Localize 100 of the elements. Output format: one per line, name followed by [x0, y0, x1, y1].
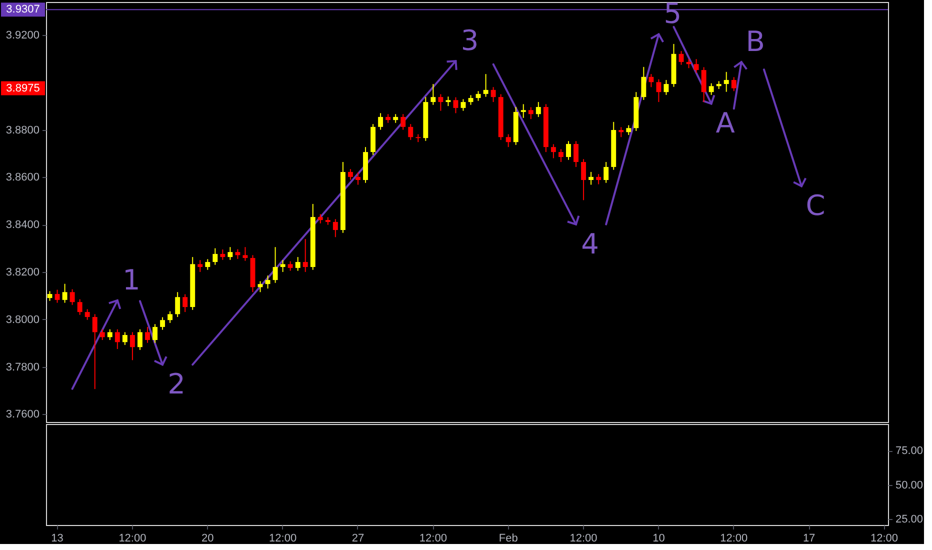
candlestick: [235, 248, 240, 260]
candlestick: [265, 275, 270, 290]
y-tick-label: 3.8200: [6, 266, 40, 278]
candlestick: [160, 316, 166, 330]
annotation: 3.8975: [6, 82, 40, 94]
candlestick: [130, 332, 135, 361]
candlestick: [356, 172, 360, 186]
candlestick: [438, 94, 444, 112]
candlestick: [198, 260, 203, 272]
candlestick: [168, 310, 173, 324]
candlestick: [182, 294, 188, 313]
candlestick: [476, 90, 481, 102]
y-tick-label: 3.7600: [6, 408, 40, 421]
candlestick: [604, 161, 609, 184]
annotation: C: [806, 189, 826, 222]
candlestick: [453, 96, 458, 114]
candlestick: [664, 79, 669, 96]
candlestick: [288, 260, 293, 272]
x-tick-label: 27: [352, 532, 364, 544]
annotation: B: [746, 24, 766, 58]
candlestick: [550, 144, 556, 159]
y-tick-label: 3.8800: [6, 124, 40, 136]
annotation: 3: [460, 24, 479, 58]
x-tick-label: Feb: [498, 532, 518, 544]
x-tick-label: 20: [202, 532, 214, 544]
candlestick: [107, 328, 112, 340]
annotation: A: [716, 106, 735, 140]
candlestick: [400, 114, 406, 130]
candlestick: [152, 324, 158, 344]
candlestick: [145, 326, 150, 344]
candlestick: [205, 258, 210, 270]
annotation: 2: [168, 368, 186, 401]
candlestick: [641, 66, 646, 100]
x-tick-label: 12:00: [870, 532, 898, 544]
candlestick: [536, 102, 541, 118]
candlestick: [430, 84, 436, 106]
candlestick: [302, 238, 308, 272]
candlestick: [678, 50, 684, 66]
y-tick-label: 3.9200: [6, 29, 40, 42]
candlestick: [686, 58, 692, 69]
candlestick: [596, 174, 602, 185]
x-tick-label: 10: [652, 532, 665, 544]
candlestick: [280, 260, 286, 272]
candlestick: [100, 328, 105, 340]
candlestick: [242, 246, 248, 262]
candlestick: [724, 71, 729, 92]
candlestick: [122, 332, 128, 346]
candlestick: [272, 246, 278, 284]
candlestick: [701, 66, 706, 103]
candlestick: [408, 124, 414, 140]
y-tick-label: 75.00: [896, 445, 924, 458]
candlestick: [574, 140, 578, 168]
candlestick: [528, 106, 534, 120]
y-tick-label: 3.8000: [6, 314, 40, 326]
candlestick: [490, 86, 496, 103]
candlestick: [318, 214, 323, 224]
x-tick-label: 12:00: [419, 532, 447, 544]
candlestick: [212, 248, 218, 266]
candlestick: [520, 104, 526, 118]
y-tick-label: 25.00: [896, 514, 924, 526]
y-tick-label: 3.8400: [6, 219, 40, 232]
candlestick: [77, 298, 82, 316]
candlestick: [708, 82, 714, 96]
candlestick: [47, 290, 52, 302]
candlestick: [581, 158, 586, 201]
candlestick: [220, 248, 226, 260]
candlestick: [175, 292, 180, 318]
candlestick: [54, 289, 60, 304]
candlestick: [618, 126, 624, 138]
candlestick: [566, 140, 571, 160]
x-tick-label: 12:00: [269, 532, 297, 544]
candlestick: [378, 112, 384, 130]
candlestick: [626, 124, 632, 136]
candlestick: [228, 246, 233, 260]
candlestick: [332, 218, 338, 238]
candlestick: [114, 328, 120, 350]
candlestick: [460, 98, 466, 112]
candlestick: [137, 328, 142, 350]
y-tick-label: 3.7800: [6, 361, 40, 374]
candlestick: [558, 148, 564, 162]
candlestick: [731, 76, 736, 92]
candlestick: [483, 74, 488, 98]
candlestick: [694, 58, 699, 74]
candlestick: [92, 314, 98, 390]
x-tick-label: 12:00: [118, 532, 146, 544]
candlestick: [506, 134, 511, 148]
candlestick: [468, 94, 474, 106]
x-tick-label: 13: [51, 532, 64, 544]
candlestick: [295, 256, 300, 272]
y-tick-label: 50.00: [896, 479, 924, 492]
ref-line-label: 3.9307: [6, 4, 40, 16]
x-tick-label: 12:00: [570, 532, 598, 544]
annotation: 1: [122, 263, 140, 296]
candlestick: [70, 288, 75, 306]
candlestick: [84, 308, 90, 320]
x-tick-label: 17: [802, 532, 816, 544]
x-tick-label: 12:00: [720, 532, 748, 544]
y-tick-label: 3.8600: [6, 172, 40, 184]
candlestick: [656, 78, 662, 103]
candlestick: [62, 283, 68, 304]
